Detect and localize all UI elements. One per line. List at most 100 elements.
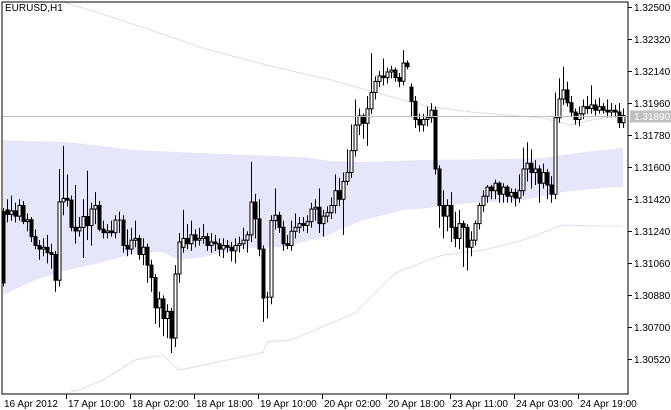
candle bbox=[369, 53, 374, 114]
candle bbox=[525, 142, 530, 182]
candle bbox=[361, 113, 366, 139]
candle bbox=[65, 174, 70, 207]
candle-body bbox=[321, 215, 326, 225]
candle bbox=[493, 179, 498, 200]
candle bbox=[377, 71, 382, 88]
candle-body bbox=[561, 89, 566, 100]
candle bbox=[397, 72, 402, 88]
candle-body bbox=[233, 245, 238, 252]
time-tick-label: 23 Apr 11:00 bbox=[452, 399, 508, 410]
candle-body bbox=[441, 204, 446, 217]
candle bbox=[349, 124, 354, 178]
candle bbox=[321, 209, 326, 237]
candle-body bbox=[493, 182, 498, 192]
candle-body bbox=[605, 109, 610, 113]
candle-body bbox=[549, 184, 554, 195]
candle-body bbox=[277, 214, 282, 228]
time-axis[interactable]: 16 Apr 2012 17 Apr 10:00 18 Apr 02:00 18 Ap… bbox=[4, 394, 637, 410]
price-tick-label: 1.31420 bbox=[634, 195, 671, 206]
candle bbox=[373, 76, 378, 100]
candle bbox=[77, 217, 82, 237]
candle-body bbox=[541, 172, 546, 184]
candle bbox=[125, 229, 130, 257]
candle bbox=[413, 96, 418, 129]
candle-body bbox=[33, 236, 38, 247]
price-axis[interactable]: 1.32500 1.32320 1.32140 1.31960 1.31780 1.316… bbox=[628, 3, 671, 366]
candle-body bbox=[41, 246, 46, 250]
candle bbox=[113, 215, 118, 239]
candle bbox=[453, 211, 458, 248]
candle-body bbox=[61, 197, 66, 203]
candles bbox=[1, 50, 626, 354]
candle-body bbox=[393, 69, 398, 78]
candle bbox=[61, 145, 66, 216]
candle-body bbox=[25, 219, 30, 222]
candle-body bbox=[469, 239, 474, 248]
candle bbox=[481, 190, 486, 212]
bid-price-label: 1.31890 bbox=[634, 112, 671, 123]
candle bbox=[337, 177, 342, 207]
candle-body bbox=[401, 62, 406, 82]
candle bbox=[365, 96, 370, 146]
candle-body bbox=[225, 245, 230, 248]
candle bbox=[345, 149, 350, 185]
candle-body bbox=[17, 204, 22, 217]
candle-body bbox=[269, 220, 274, 298]
candle bbox=[237, 236, 242, 253]
candle bbox=[541, 163, 546, 189]
candle bbox=[181, 209, 186, 253]
candle-body bbox=[341, 180, 346, 200]
candle-body bbox=[389, 69, 394, 73]
candle-body bbox=[353, 124, 358, 152]
candle bbox=[169, 307, 174, 354]
candle-body bbox=[57, 201, 62, 281]
candle-body bbox=[169, 310, 174, 339]
candle bbox=[173, 265, 178, 347]
candle bbox=[261, 245, 266, 323]
candle-body bbox=[273, 214, 278, 222]
candle-body bbox=[305, 221, 310, 226]
candle-body bbox=[357, 115, 362, 126]
candle-body bbox=[481, 195, 486, 206]
candle bbox=[449, 192, 454, 242]
candle bbox=[221, 238, 226, 258]
candle-body bbox=[609, 109, 614, 113]
candle bbox=[561, 66, 566, 105]
candle bbox=[297, 217, 302, 234]
candle bbox=[309, 202, 314, 228]
candle-body bbox=[161, 298, 166, 320]
candle-body bbox=[597, 106, 602, 111]
candle bbox=[621, 108, 626, 129]
candle bbox=[325, 206, 330, 223]
candle bbox=[257, 199, 262, 257]
candle bbox=[193, 229, 198, 248]
candle-body bbox=[413, 100, 418, 120]
price-tick-label: 1.31600 bbox=[634, 163, 671, 174]
candle-body bbox=[209, 241, 214, 247]
candle bbox=[569, 96, 574, 118]
candle bbox=[589, 85, 594, 114]
candle bbox=[5, 199, 10, 223]
candle-body bbox=[69, 199, 74, 228]
price-tick-label: 1.30700 bbox=[634, 323, 671, 334]
candle bbox=[281, 220, 286, 251]
candle bbox=[93, 192, 98, 225]
candle bbox=[29, 217, 34, 242]
price-tick-label: 1.31960 bbox=[634, 99, 671, 110]
candle-body bbox=[409, 86, 414, 102]
candle bbox=[593, 99, 598, 116]
candle bbox=[513, 188, 518, 207]
upper-envelope-line bbox=[62, 1, 624, 126]
price-tick-label: 1.32140 bbox=[634, 67, 671, 78]
candle-body bbox=[497, 182, 502, 195]
price-tick-label: 1.32500 bbox=[634, 3, 671, 14]
candle bbox=[529, 149, 534, 189]
candle bbox=[153, 274, 158, 324]
candle bbox=[101, 220, 106, 239]
candle-body bbox=[253, 201, 258, 220]
candle-body bbox=[13, 210, 18, 217]
time-tick-label: 24 Apr 03:00 bbox=[516, 399, 573, 410]
candle bbox=[469, 231, 474, 257]
candle-body bbox=[105, 230, 110, 234]
